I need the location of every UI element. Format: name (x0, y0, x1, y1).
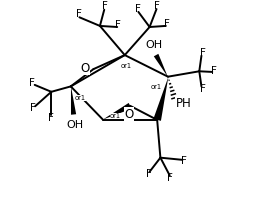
Polygon shape (153, 77, 168, 121)
Text: PH: PH (176, 97, 191, 110)
Text: or1: or1 (75, 95, 86, 101)
Text: F: F (48, 113, 54, 123)
Text: O: O (124, 108, 134, 121)
Text: F: F (164, 19, 170, 29)
Text: F: F (77, 9, 82, 19)
Text: F: F (211, 66, 217, 76)
Text: F: F (200, 48, 206, 58)
Polygon shape (103, 103, 132, 119)
Text: F: F (154, 2, 160, 11)
Text: F: F (29, 78, 35, 88)
Text: F: F (146, 169, 152, 179)
Polygon shape (154, 54, 168, 77)
Text: or1: or1 (110, 113, 121, 119)
Polygon shape (71, 86, 76, 115)
Text: F: F (135, 4, 141, 14)
Text: OH: OH (145, 40, 163, 50)
Text: F: F (115, 20, 121, 30)
Text: F: F (200, 84, 206, 94)
Text: F: F (167, 173, 173, 183)
Text: O: O (80, 62, 89, 75)
Text: F: F (102, 2, 108, 11)
Text: or1: or1 (151, 84, 162, 91)
Text: OH: OH (67, 120, 84, 130)
Text: or1: or1 (120, 63, 131, 69)
Text: F: F (181, 156, 187, 166)
Text: F: F (30, 103, 36, 113)
